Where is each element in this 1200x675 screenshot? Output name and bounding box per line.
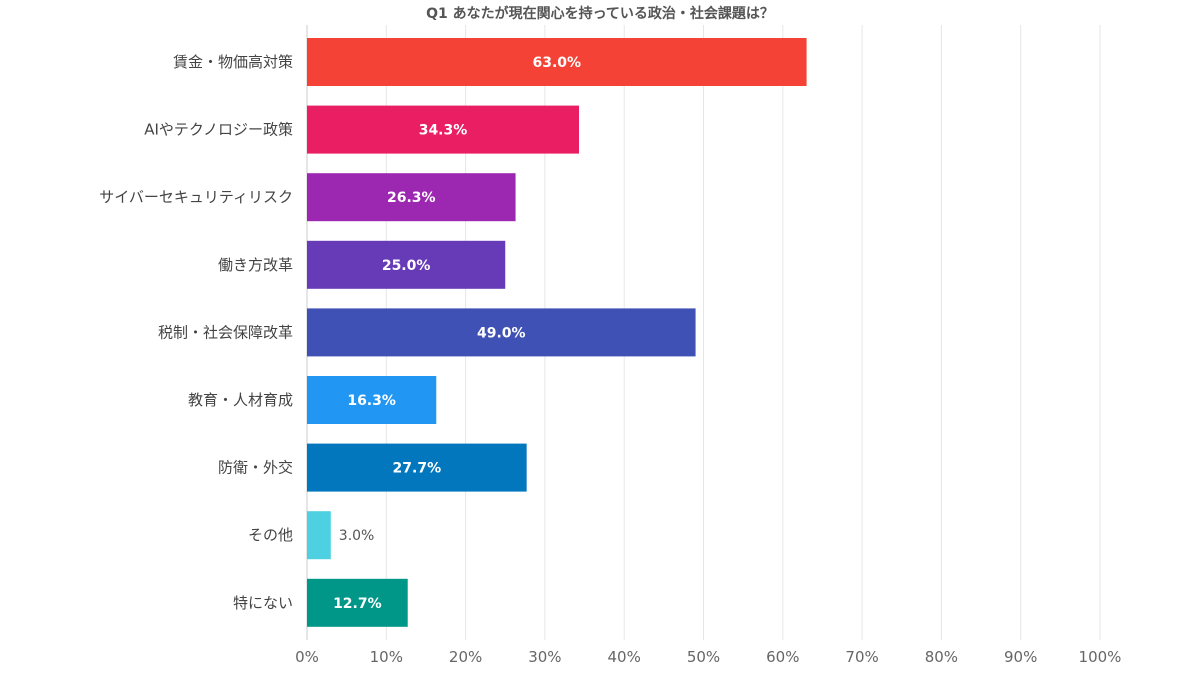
data-label: 16.3% bbox=[347, 393, 396, 409]
x-tick-label: 50% bbox=[687, 648, 720, 666]
category-label: 税制・社会保障改革 bbox=[158, 323, 293, 341]
data-label: 27.7% bbox=[393, 461, 442, 477]
data-label: 3.0% bbox=[339, 528, 375, 544]
chart-title: Q1 あなたが現在関心を持っている政治・社会課題は？ bbox=[426, 6, 774, 22]
x-tick-label: 100% bbox=[1079, 648, 1122, 666]
bar bbox=[307, 38, 807, 86]
bar bbox=[307, 443, 527, 492]
bar bbox=[307, 308, 696, 357]
category-label: 特にない bbox=[233, 594, 293, 612]
bar bbox=[307, 173, 516, 222]
category-label: 教育・人材育成 bbox=[188, 391, 293, 409]
x-tick-label: 0% bbox=[295, 648, 319, 666]
x-tick-label: 60% bbox=[766, 648, 799, 666]
x-tick-label: 30% bbox=[528, 648, 561, 666]
category-label: AIやテクノロジー政策 bbox=[144, 121, 293, 139]
bar bbox=[307, 105, 579, 154]
bar bbox=[307, 376, 437, 424]
category-label: 働き方改革 bbox=[218, 256, 293, 274]
x-tick-label: 80% bbox=[925, 648, 958, 666]
category-label: 防衛・外交 bbox=[218, 459, 293, 477]
category-label: サイバーセキュリティリスク bbox=[99, 188, 293, 206]
data-label: 49.0% bbox=[477, 325, 526, 341]
bar bbox=[307, 240, 506, 289]
category-label: その他 bbox=[248, 526, 293, 544]
x-tick-label: 70% bbox=[845, 648, 878, 666]
data-label: 63.0% bbox=[533, 55, 582, 71]
bar bbox=[307, 511, 331, 560]
bar bbox=[307, 578, 408, 627]
x-tick-label: 40% bbox=[608, 648, 641, 666]
data-label: 34.3% bbox=[419, 123, 468, 139]
data-label: 26.3% bbox=[387, 190, 436, 206]
data-label: 25.0% bbox=[382, 258, 431, 274]
category-label: 賃金・物価高対策 bbox=[173, 53, 293, 71]
data-label: 12.7% bbox=[333, 596, 382, 612]
x-tick-label: 90% bbox=[1004, 648, 1037, 666]
x-tick-label: 20% bbox=[449, 648, 482, 666]
x-tick-label: 10% bbox=[370, 648, 403, 666]
